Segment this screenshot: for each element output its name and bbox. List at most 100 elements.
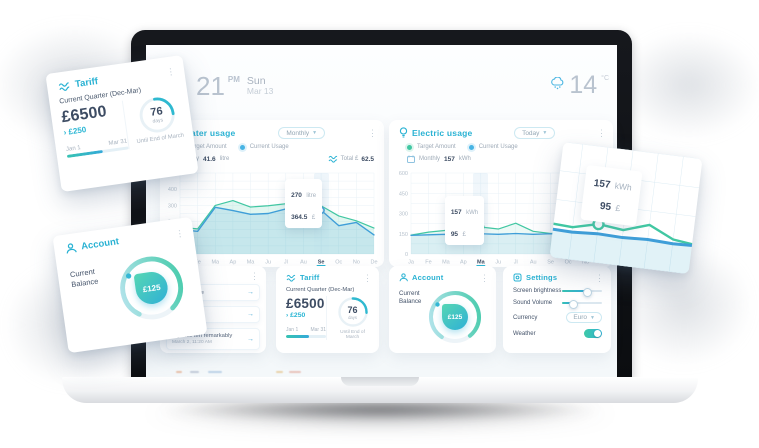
gear-icon: [513, 273, 522, 282]
water-period-dropdown[interactable]: Monthly ▼: [278, 127, 326, 139]
water-panel-title: Water usage: [183, 128, 236, 138]
svg-text:Oc: Oc: [565, 260, 572, 266]
target-legend-dot[interactable]: [407, 144, 412, 150]
volume-label: Sound Volume: [513, 300, 553, 306]
arrow-right-icon: →: [247, 311, 254, 318]
svg-text:Jl: Jl: [514, 260, 518, 266]
chart-zoom-tooltip: 157 kWh 95 £: [580, 164, 643, 227]
electric-panel-title: Electric usage: [412, 128, 473, 138]
cash-wave-icon: [58, 80, 71, 92]
svg-text:Au: Au: [530, 260, 537, 266]
days-label: days: [348, 314, 357, 320]
tariff-period: Current Quarter (Dec-Mar): [286, 287, 355, 293]
clock-day: Sun: [246, 75, 266, 87]
footer-fineprint: [176, 371, 182, 373]
brightness-label: Screen brightness: [513, 288, 562, 294]
weather-toggle[interactable]: [584, 329, 602, 338]
svg-text:De: De: [370, 260, 377, 266]
electric-legend: Target Amount Current Usage: [407, 144, 613, 150]
kebab-menu-icon[interactable]: ⋮: [368, 128, 377, 138]
brightness-slider[interactable]: [562, 287, 602, 297]
delta-arrow-icon: ›: [63, 127, 67, 138]
svg-text:No: No: [353, 260, 360, 266]
tariff-range-start: Jan 1: [65, 145, 82, 154]
balance-label: Current Balance: [69, 266, 99, 289]
currency-dropdown[interactable]: Euro ▼: [566, 312, 602, 323]
electric-period-dropdown[interactable]: Today ▼: [514, 127, 556, 139]
delta-arrow-icon: ›: [286, 312, 289, 319]
person-icon: [65, 242, 77, 254]
tariff-title: Tariff: [300, 273, 320, 282]
footer-fineprint: [289, 371, 301, 373]
days-remaining-gauge: 76 days: [136, 94, 179, 137]
laptop-base-notch: [341, 377, 419, 386]
clock-date: Mar 13: [246, 86, 274, 97]
water-chart[interactable]: 100200300400JaFeMaApMaJuJlAuSeOcNoDe 270…: [164, 167, 380, 267]
tariff-progress-bar: [286, 335, 327, 338]
chevron-down-icon: ▼: [312, 130, 318, 136]
svg-text:150: 150: [399, 232, 408, 238]
rain-cloud-icon: [550, 77, 565, 90]
current-legend-dot[interactable]: [468, 144, 474, 150]
svg-text:Jl: Jl: [284, 260, 288, 266]
currency-label: Currency: [513, 314, 538, 321]
svg-text:600: 600: [399, 171, 408, 177]
current-legend-dot[interactable]: [239, 144, 245, 150]
svg-text:No: No: [582, 260, 589, 266]
water-chart-tooltip: 270 litre 364.5 £: [285, 179, 323, 229]
lightbulb-icon: [399, 127, 408, 139]
balance-drop: £125: [442, 304, 468, 330]
kebab-menu-icon[interactable]: ⋮: [596, 128, 606, 138]
tariff-range-end: Mar 31: [310, 327, 327, 333]
svg-text:Ma: Ma: [211, 260, 220, 266]
tariff-until: Until End of March: [340, 330, 365, 340]
days-label: days: [152, 117, 164, 125]
calendar-icon: [407, 155, 415, 163]
kebab-menu-icon[interactable]: ⋮: [480, 272, 489, 283]
kebab-menu-icon[interactable]: ⋮: [165, 65, 176, 77]
arrow-right-icon: →: [247, 335, 254, 343]
tariff-range-start: Jan 1: [286, 327, 299, 333]
cash-wave-icon: [286, 274, 296, 282]
footer-fineprint: [276, 371, 283, 373]
svg-text:400: 400: [168, 187, 177, 193]
weather-widget: 14 °C: [550, 73, 609, 98]
temperature-unit: °C: [601, 75, 609, 82]
tariff-amount: £6500: [286, 296, 325, 311]
floating-chart-zoom-card: 157 kWh 95 £: [549, 141, 703, 275]
svg-text:450: 450: [399, 191, 408, 197]
svg-text:Ma: Ma: [247, 260, 256, 266]
electric-chart-tooltip: 157 kWh 95 £: [444, 196, 485, 246]
kebab-menu-icon[interactable]: ⋮: [250, 271, 259, 281]
svg-text:Se: Se: [318, 260, 325, 266]
svg-text:Ap: Ap: [460, 260, 467, 266]
footer-fineprint: [208, 371, 222, 373]
kebab-menu-icon[interactable]: ⋮: [174, 227, 185, 239]
kebab-menu-icon[interactable]: ⋮: [595, 272, 604, 283]
balance-gauge: £125: [112, 248, 191, 327]
balance-gauge: £125: [426, 288, 484, 346]
weather-toggle-label: Weather: [513, 330, 536, 337]
days-value: 76: [347, 304, 358, 315]
chevron-down-icon: ▼: [542, 130, 548, 136]
laptop-screen: 21 PM Sun Mar 13 14 °C Water usage Month: [146, 45, 617, 377]
tariff-card: Tariff ⋮ Current Quarter (Dec-Mar) £6500…: [276, 266, 379, 353]
svg-text:300: 300: [168, 203, 177, 209]
water-legend: Target Amount Current Usage: [178, 144, 384, 150]
person-icon: [399, 273, 408, 282]
temperature-value: 14: [569, 71, 598, 99]
message-timestamp: March 2, 11:20 AM: [172, 340, 212, 345]
floating-tariff-card: Tariff ⋮ Current Quarter (Dec-Mar) £6500…: [45, 54, 199, 193]
water-info-row: Monthly 41.6 litre Total £ 62.5: [178, 155, 374, 163]
settings-title: Settings: [526, 273, 558, 282]
kebab-menu-icon[interactable]: ⋮: [363, 272, 372, 283]
svg-text:Se: Se: [547, 260, 554, 266]
cash-wave-icon: [328, 155, 338, 163]
arrow-right-icon: →: [247, 289, 254, 296]
volume-slider[interactable]: [562, 299, 602, 309]
svg-text:Ja: Ja: [408, 260, 415, 266]
balance-label: Current Balance: [399, 290, 422, 306]
account-title: Account: [412, 273, 444, 282]
tariff-delta: £250: [290, 312, 306, 319]
